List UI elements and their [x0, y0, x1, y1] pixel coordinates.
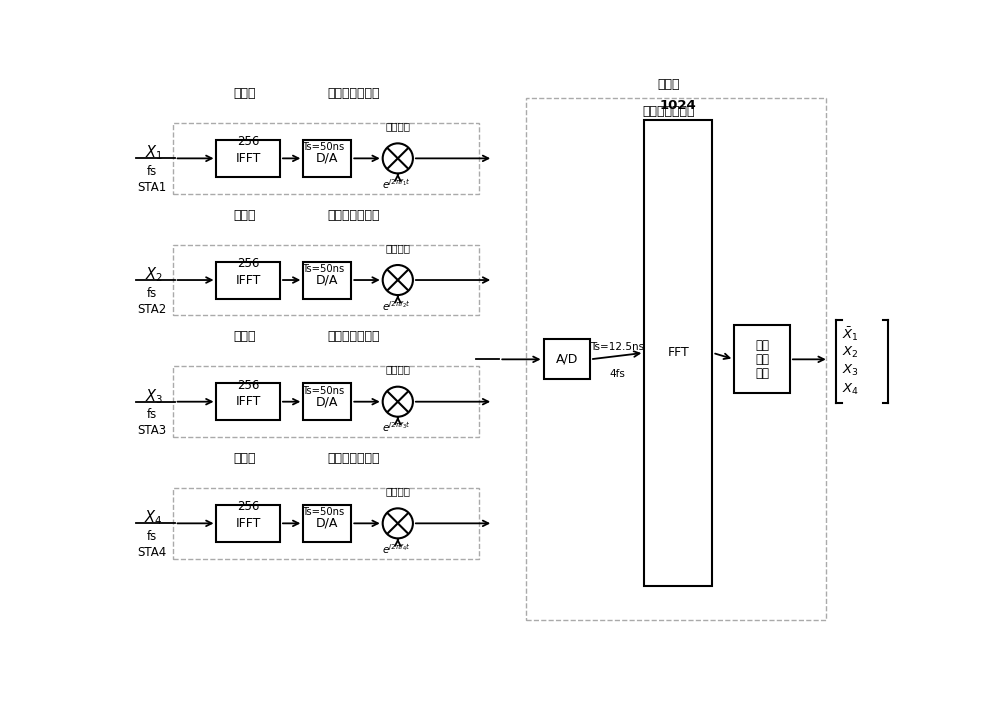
- Text: IFFT: IFFT: [236, 517, 261, 530]
- Text: 频域: 频域: [755, 339, 769, 352]
- Bar: [734, 325, 790, 393]
- Text: 发射端: 发射端: [234, 87, 256, 100]
- Circle shape: [383, 143, 413, 174]
- Text: $X_{3}$: $X_{3}$: [145, 387, 163, 406]
- Text: 接收端: 接收端: [657, 77, 680, 90]
- Bar: [303, 505, 351, 542]
- Text: 分离: 分离: [755, 367, 769, 380]
- Text: $X_3$: $X_3$: [842, 364, 859, 378]
- Text: $X_2$: $X_2$: [842, 345, 858, 360]
- Text: IFFT: IFFT: [236, 273, 261, 286]
- Text: 发射端: 发射端: [234, 208, 256, 221]
- Text: fs: fs: [147, 165, 157, 178]
- Text: STA4: STA4: [138, 546, 167, 559]
- Bar: [303, 383, 351, 420]
- Text: $e^{j2\pi f_{1}t}$: $e^{j2\pi f_{1}t}$: [382, 177, 411, 191]
- Text: 基带的部分模块: 基带的部分模块: [327, 330, 380, 343]
- Text: D/A: D/A: [316, 395, 338, 408]
- Circle shape: [383, 508, 413, 539]
- Text: 频谱搞移: 频谱搞移: [385, 121, 410, 131]
- Bar: [644, 120, 712, 586]
- Bar: [303, 262, 351, 299]
- Bar: [173, 123, 479, 194]
- Bar: [544, 339, 590, 380]
- Text: 信号: 信号: [755, 353, 769, 366]
- Text: 频谱搞移: 频谱搞移: [385, 243, 410, 253]
- Text: D/A: D/A: [316, 152, 338, 165]
- Text: 基带的部分模块: 基带的部分模块: [327, 87, 380, 100]
- Text: $X_4$: $X_4$: [842, 382, 859, 397]
- Text: STA1: STA1: [138, 181, 167, 194]
- Text: $e^{j2\pi f_{3}t}$: $e^{j2\pi f_{3}t}$: [382, 421, 411, 435]
- Bar: [303, 140, 351, 177]
- Text: Ts=50ns: Ts=50ns: [302, 142, 345, 153]
- Text: $\bar{X}_1$: $\bar{X}_1$: [842, 325, 859, 343]
- Text: 频谱搞移: 频谱搞移: [385, 364, 410, 375]
- Text: A/D: A/D: [556, 353, 578, 366]
- Text: Ts=50ns: Ts=50ns: [302, 264, 345, 274]
- Text: $X_{4}$: $X_{4}$: [144, 508, 163, 527]
- Bar: [173, 367, 479, 437]
- Circle shape: [383, 387, 413, 416]
- Text: $e^{j2\pi f_{4}t}$: $e^{j2\pi f_{4}t}$: [382, 542, 411, 556]
- Text: 256: 256: [237, 257, 259, 270]
- Text: fs: fs: [147, 286, 157, 299]
- Bar: [216, 262, 280, 299]
- Text: fs: fs: [147, 408, 157, 422]
- Text: $e^{j2\pi f_{2}t}$: $e^{j2\pi f_{2}t}$: [382, 299, 411, 312]
- Text: 256: 256: [237, 379, 259, 392]
- Text: $X_{1}$: $X_{1}$: [145, 144, 163, 163]
- Text: IFFT: IFFT: [236, 395, 261, 408]
- Text: 1024: 1024: [660, 99, 697, 112]
- Text: STA2: STA2: [138, 303, 167, 316]
- Circle shape: [383, 265, 413, 295]
- Text: IFFT: IFFT: [236, 152, 261, 165]
- Bar: [216, 505, 280, 542]
- Text: Ts=50ns: Ts=50ns: [302, 508, 345, 517]
- Text: 4fs: 4fs: [609, 369, 625, 379]
- Text: STA3: STA3: [138, 424, 167, 437]
- Text: Ts=12.5ns: Ts=12.5ns: [590, 342, 644, 351]
- Text: $X_{2}$: $X_{2}$: [145, 265, 163, 284]
- Bar: [173, 244, 479, 315]
- Text: 基带的部分模块: 基带的部分模块: [327, 452, 380, 465]
- Text: D/A: D/A: [316, 517, 338, 530]
- Text: 频谱搞移: 频谱搞移: [385, 486, 410, 496]
- Text: D/A: D/A: [316, 273, 338, 286]
- Bar: [216, 140, 280, 177]
- Text: 发射端: 发射端: [234, 452, 256, 465]
- Text: 基带的部分模块: 基带的部分模块: [642, 105, 695, 118]
- Bar: [216, 383, 280, 420]
- Text: 基带的部分模块: 基带的部分模块: [327, 208, 380, 221]
- Bar: [173, 488, 479, 559]
- Text: 256: 256: [237, 500, 259, 513]
- Text: Ts=50ns: Ts=50ns: [302, 385, 345, 395]
- Text: FFT: FFT: [667, 346, 689, 359]
- Bar: [526, 98, 826, 620]
- Text: 发射端: 发射端: [234, 330, 256, 343]
- Text: 256: 256: [237, 135, 259, 148]
- Text: fs: fs: [147, 530, 157, 543]
